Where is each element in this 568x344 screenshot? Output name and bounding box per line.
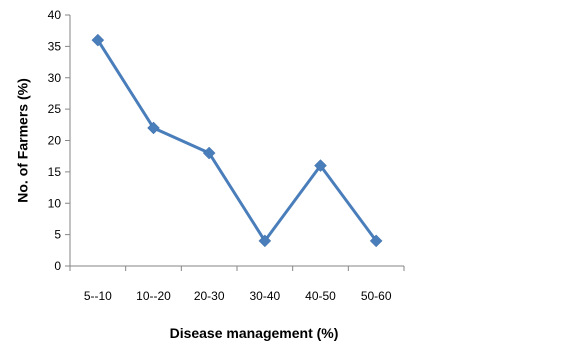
x-tick-label: 40-50 xyxy=(305,289,336,303)
data-point-marker xyxy=(314,159,327,172)
data-point-marker xyxy=(258,234,272,248)
x-tick-label: 20-30 xyxy=(194,289,225,303)
y-tick-label: 0 xyxy=(54,259,61,273)
x-axis-title: Disease management (%) xyxy=(170,325,339,341)
series-line xyxy=(96,38,378,243)
x-tick-label: 10--20 xyxy=(136,289,171,303)
y-tick-label: 5 xyxy=(54,228,61,242)
y-tick-label: 35 xyxy=(48,39,62,53)
x-axis: 5--10 10--20 20-30 30-40 40-50 50-60 xyxy=(69,265,405,303)
x-tick-label: 50-60 xyxy=(361,289,392,303)
data-point-marker xyxy=(91,33,105,47)
y-axis-title: No. of Farmers (%) xyxy=(15,78,31,202)
y-tick-label: 30 xyxy=(48,71,62,85)
x-tick-label: 30-40 xyxy=(249,289,280,303)
data-point-marker xyxy=(147,121,160,135)
series-group xyxy=(91,33,383,248)
data-point-marker xyxy=(202,146,216,160)
y-axis: 0 5 10 15 20 25 30 35 40 xyxy=(48,8,71,273)
y-tick-label: 10 xyxy=(48,196,62,210)
y-tick-label: 20 xyxy=(48,134,62,148)
y-tick-label: 25 xyxy=(48,102,62,116)
y-tick-label: 15 xyxy=(48,165,62,179)
x-tick-label: 5--10 xyxy=(84,289,112,303)
data-point-marker xyxy=(369,234,383,248)
y-tick-label: 40 xyxy=(48,8,62,22)
